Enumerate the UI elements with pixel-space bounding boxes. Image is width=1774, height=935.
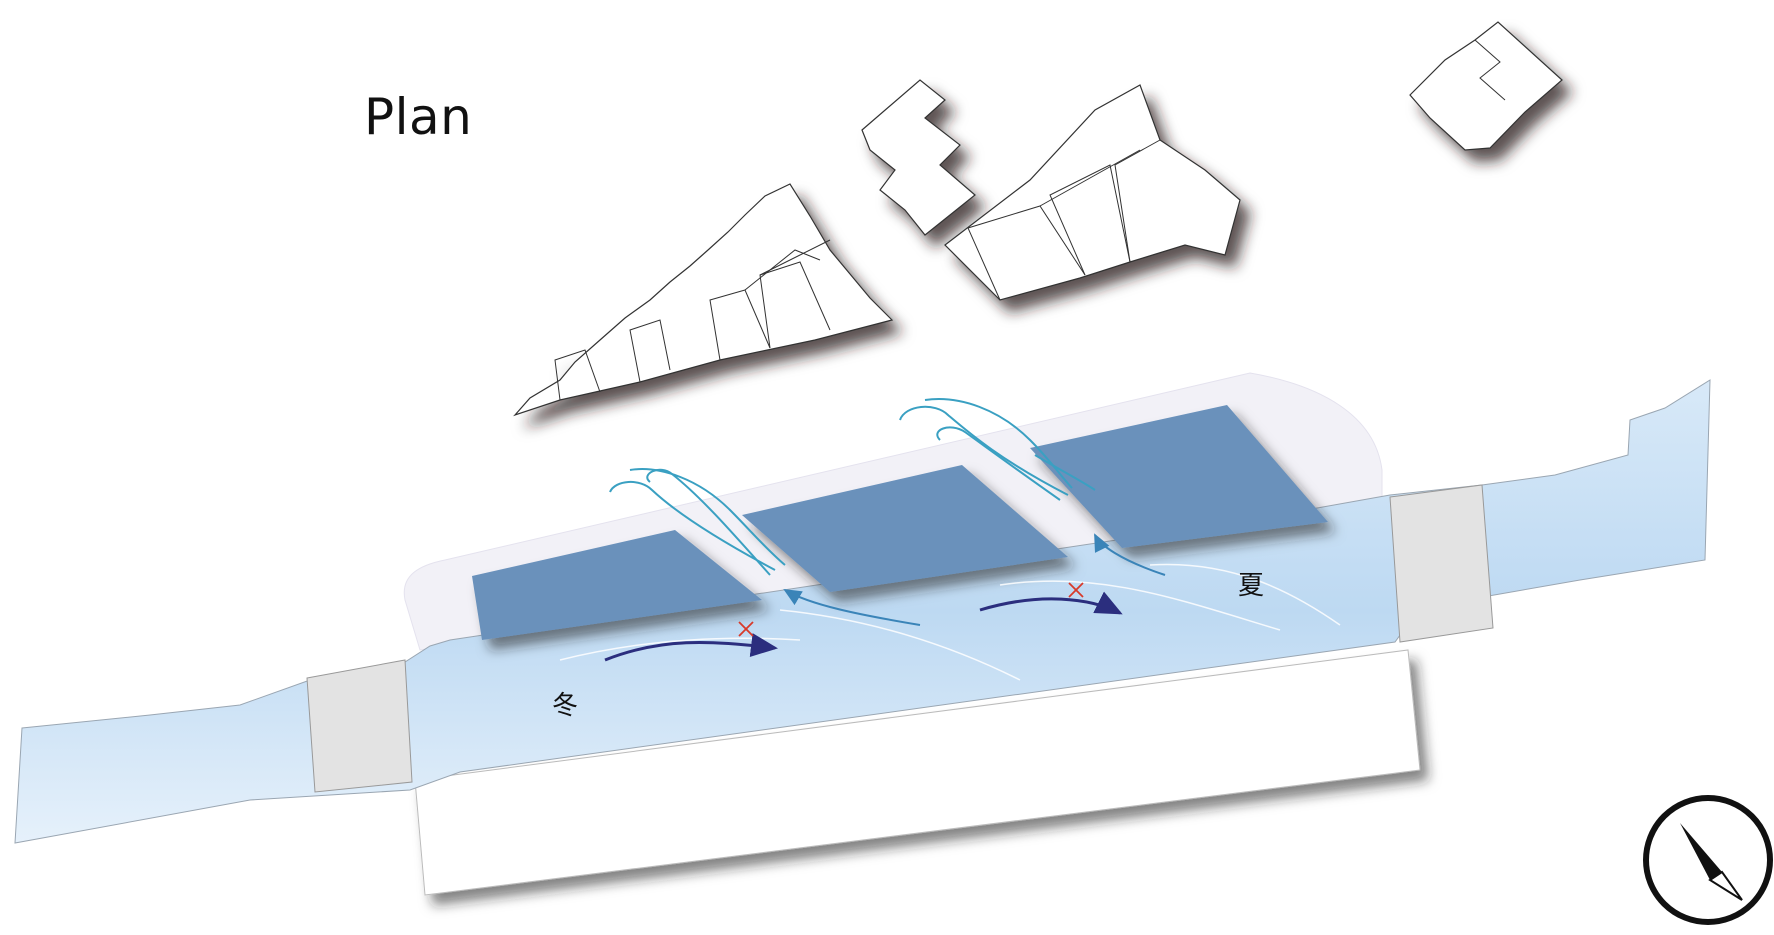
blocked-mark-summer — [1068, 582, 1084, 598]
deck-east — [1030, 405, 1328, 548]
water-currents — [559, 563, 1341, 681]
deck-center — [742, 465, 1068, 592]
deck-west — [472, 530, 762, 640]
blocked-mark-winter — [738, 621, 754, 637]
building-block-west — [513, 183, 894, 417]
bridge-east — [1389, 484, 1494, 643]
summer-wind-arrows — [783, 533, 1166, 626]
blocked-marks — [738, 582, 1084, 637]
south-embankment — [414, 649, 1421, 896]
wind-swirls — [609, 398, 1096, 576]
building-block-central — [944, 84, 1241, 301]
diagram-title: Plan — [364, 88, 473, 146]
north-arrow-icon — [1643, 795, 1773, 925]
building-block-east — [1409, 21, 1563, 151]
season-label-summer: 夏 — [1238, 571, 1264, 601]
building-block-north — [861, 79, 976, 236]
flow-arrows — [604, 591, 1123, 662]
season-label-winter: 冬 — [552, 691, 578, 721]
floating-decks — [472, 405, 1328, 640]
bridge-west — [306, 659, 413, 793]
